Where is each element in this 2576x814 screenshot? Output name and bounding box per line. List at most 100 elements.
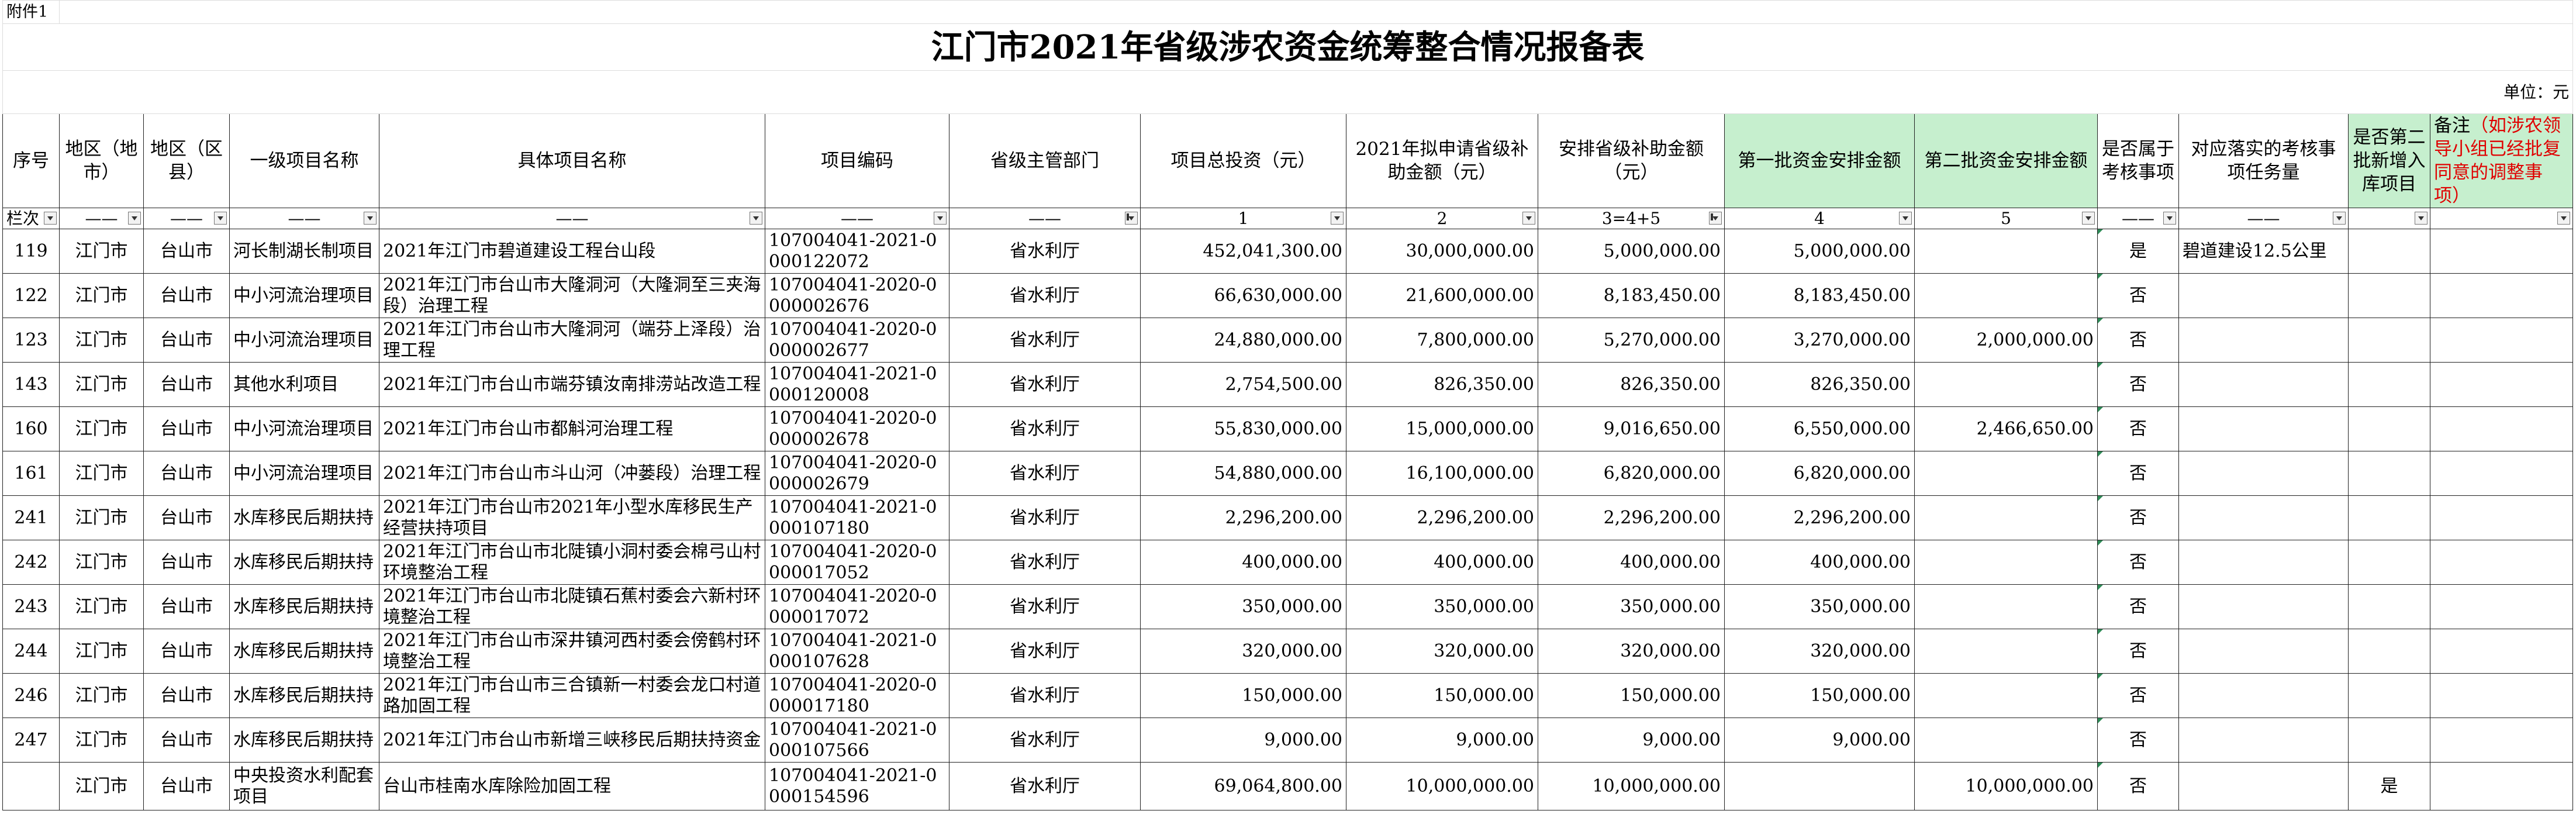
cell-batch1[interactable]: 350,000.00 <box>1724 584 1915 629</box>
filter-dropdown-icon[interactable] <box>2163 212 2176 225</box>
cell-category[interactable]: 水库移民后期扶持 <box>229 495 379 540</box>
filter-dropdown-icon[interactable] <box>1899 212 1912 225</box>
cell-assess[interactable]: 否 <box>2097 584 2179 629</box>
cell-project[interactable]: 2021年江门市台山市端芬镇汝南排涝站改造工程 <box>379 362 765 407</box>
cell-newlib[interactable] <box>2348 451 2430 496</box>
cell-apply[interactable]: 320,000.00 <box>1346 629 1538 674</box>
cell-city[interactable]: 江门市 <box>59 362 144 407</box>
cell-category[interactable]: 中小河流治理项目 <box>229 273 379 318</box>
cell-batch1[interactable]: 320,000.00 <box>1724 629 1915 674</box>
cell-remark[interactable] <box>2429 273 2574 318</box>
cell-batch2[interactable] <box>1914 362 2098 407</box>
cell-task[interactable] <box>2178 406 2349 451</box>
cell-seq[interactable]: 241 <box>2 495 60 540</box>
cell-batch1[interactable]: 3,270,000.00 <box>1724 318 1915 363</box>
cell-assess[interactable]: 否 <box>2097 406 2179 451</box>
cell-total[interactable]: 150,000.00 <box>1140 673 1346 718</box>
cell-category[interactable]: 水库移民后期扶持 <box>229 629 379 674</box>
cell-batch1[interactable]: 5,000,000.00 <box>1724 229 1915 274</box>
cell-assess[interactable]: 否 <box>2097 318 2179 363</box>
cell-remark[interactable] <box>2429 318 2574 363</box>
cell-project[interactable]: 台山市桂南水库除险加固工程 <box>379 762 765 810</box>
cell-remark[interactable] <box>2429 584 2574 629</box>
cell-batch1[interactable]: 6,820,000.00 <box>1724 451 1915 496</box>
cell-batch1[interactable]: 8,183,450.00 <box>1724 273 1915 318</box>
cell-arrange[interactable]: 320,000.00 <box>1538 629 1725 674</box>
cell-seq[interactable]: 243 <box>2 584 60 629</box>
cell-dept[interactable]: 省水利厅 <box>949 273 1141 318</box>
cell-remark[interactable] <box>2429 540 2574 585</box>
cell-apply[interactable]: 16,100,000.00 <box>1346 451 1538 496</box>
cell-batch2[interactable] <box>1914 718 2098 763</box>
cell-county[interactable]: 台山市 <box>143 451 230 496</box>
cell-project[interactable]: 2021年江门市台山市新增三峡移民后期扶持资金 <box>379 718 765 763</box>
filter-active-icon[interactable] <box>1709 212 1722 225</box>
cell-arrange[interactable]: 9,000.00 <box>1538 718 1725 763</box>
cell-newlib[interactable] <box>2348 362 2430 407</box>
cell-remark[interactable] <box>2429 718 2574 763</box>
cell-arrange[interactable]: 150,000.00 <box>1538 673 1725 718</box>
cell-dept[interactable]: 省水利厅 <box>949 495 1141 540</box>
cell-remark[interactable] <box>2429 406 2574 451</box>
cell-county[interactable]: 台山市 <box>143 406 230 451</box>
cell-newlib[interactable] <box>2348 629 2430 674</box>
cell-assess[interactable]: 否 <box>2097 273 2179 318</box>
cell-code[interactable]: 107004041-2020-0000017072 <box>765 584 949 629</box>
cell-remark[interactable] <box>2429 229 2574 274</box>
cell-arrange[interactable]: 350,000.00 <box>1538 584 1725 629</box>
cell-total[interactable]: 350,000.00 <box>1140 584 1346 629</box>
filter-dropdown-icon[interactable] <box>1522 212 1535 225</box>
cell-category[interactable]: 水库移民后期扶持 <box>229 673 379 718</box>
cell-project[interactable]: 2021年江门市台山市北陡镇小洞村委会棉弓山村环境整治工程 <box>379 540 765 585</box>
cell-apply[interactable]: 350,000.00 <box>1346 584 1538 629</box>
cell-dept[interactable]: 省水利厅 <box>949 629 1141 674</box>
cell-city[interactable]: 江门市 <box>59 273 144 318</box>
cell-remark[interactable] <box>2429 673 2574 718</box>
cell-city[interactable]: 江门市 <box>59 229 144 274</box>
cell-category[interactable]: 河长制湖长制项目 <box>229 229 379 274</box>
cell-seq[interactable] <box>2 762 60 810</box>
cell-newlib[interactable] <box>2348 673 2430 718</box>
cell-batch1[interactable]: 150,000.00 <box>1724 673 1915 718</box>
cell-task[interactable] <box>2178 584 2349 629</box>
cell-city[interactable]: 江门市 <box>59 762 144 810</box>
cell-task[interactable] <box>2178 318 2349 363</box>
cell-city[interactable]: 江门市 <box>59 540 144 585</box>
cell-assess[interactable]: 否 <box>2097 718 2179 763</box>
cell-task[interactable] <box>2178 673 2349 718</box>
cell-seq[interactable]: 122 <box>2 273 60 318</box>
cell-city[interactable]: 江门市 <box>59 318 144 363</box>
cell-batch2[interactable] <box>1914 673 2098 718</box>
cell-county[interactable]: 台山市 <box>143 495 230 540</box>
cell-apply[interactable]: 150,000.00 <box>1346 673 1538 718</box>
cell-project[interactable]: 2021年江门市台山市三合镇新一村委会龙口村道路加固工程 <box>379 673 765 718</box>
cell-batch2[interactable] <box>1914 273 2098 318</box>
filter-dropdown-icon[interactable] <box>2557 212 2571 225</box>
cell-arrange[interactable]: 6,820,000.00 <box>1538 451 1725 496</box>
cell-project[interactable]: 2021年江门市台山市斗山河（冲蒌段）治理工程 <box>379 451 765 496</box>
cell-county[interactable]: 台山市 <box>143 273 230 318</box>
cell-total[interactable]: 55,830,000.00 <box>1140 406 1346 451</box>
cell-total[interactable]: 2,296,200.00 <box>1140 495 1346 540</box>
filter-dropdown-icon[interactable] <box>2415 212 2427 225</box>
cell-task[interactable] <box>2178 451 2349 496</box>
cell-seq[interactable]: 161 <box>2 451 60 496</box>
cell-total[interactable]: 400,000.00 <box>1140 540 1346 585</box>
cell-code[interactable]: 107004041-2020-0000002676 <box>765 273 949 318</box>
cell-newlib[interactable] <box>2348 495 2430 540</box>
cell-code[interactable]: 107004041-2021-0000122072 <box>765 229 949 274</box>
cell-batch1[interactable]: 400,000.00 <box>1724 540 1915 585</box>
cell-arrange[interactable]: 400,000.00 <box>1538 540 1725 585</box>
cell-batch2[interactable]: 10,000,000.00 <box>1914 762 2098 810</box>
filter-dropdown-icon[interactable] <box>1331 212 1344 225</box>
cell-county[interactable]: 台山市 <box>143 584 230 629</box>
cell-dept[interactable]: 省水利厅 <box>949 540 1141 585</box>
cell-total[interactable]: 69,064,800.00 <box>1140 762 1346 810</box>
cell-code[interactable]: 107004041-2020-0000002677 <box>765 318 949 363</box>
cell-arrange[interactable]: 5,270,000.00 <box>1538 318 1725 363</box>
cell-county[interactable]: 台山市 <box>143 362 230 407</box>
cell-arrange[interactable]: 10,000,000.00 <box>1538 762 1725 810</box>
cell-remark[interactable] <box>2429 451 2574 496</box>
cell-city[interactable]: 江门市 <box>59 718 144 763</box>
cell-county[interactable]: 台山市 <box>143 318 230 363</box>
